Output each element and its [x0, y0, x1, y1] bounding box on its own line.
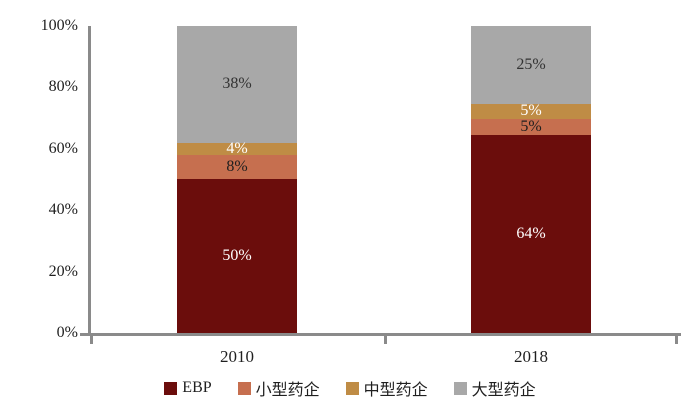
- legend-label: 小型药企: [255, 382, 320, 399]
- y-tick-label: 40%: [48, 201, 78, 219]
- y-tick-label: 60%: [48, 139, 78, 157]
- x-axis-line: [80, 333, 681, 336]
- bar-segment-小型药企: 8%: [177, 154, 297, 180]
- bar-segment-小型药企: 5%: [471, 117, 591, 135]
- y-tick-label: 20%: [48, 262, 78, 280]
- bar-segment-中型药企: 4%: [177, 139, 297, 157]
- legend-item-中型药企: 中型药企: [345, 376, 428, 400]
- bar-segment-label: 5%: [520, 102, 542, 120]
- stacked-bar-2010: 38% 4% 8% 50%: [177, 26, 297, 333]
- bar-segment-label: 38%: [222, 75, 252, 93]
- bar-segment-EBP: 64%: [471, 134, 591, 333]
- bar-segment-大型药企: 38%: [177, 26, 297, 143]
- category-label-2018: 2018: [514, 347, 548, 366]
- bar-segment-label: 8%: [226, 158, 248, 176]
- x-axis-tick: [675, 336, 678, 344]
- y-tick-label: 0%: [56, 324, 78, 341]
- x-axis-tick: [384, 336, 387, 344]
- legend: EBP 小型药企 中型药企 大型药企: [0, 376, 700, 400]
- y-tick-label: 100%: [40, 17, 78, 34]
- y-tick-label: 80%: [48, 78, 78, 96]
- x-axis-tick: [90, 336, 93, 344]
- bar-segment-大型药企: 25%: [471, 26, 591, 104]
- legend-label: EBP: [182, 379, 212, 396]
- legend-swatch-icon: [453, 381, 467, 395]
- bar-segment-label: 25%: [516, 55, 546, 73]
- legend-item-小型药企: 小型药企: [237, 376, 320, 400]
- bar-segment-EBP: 50%: [177, 179, 297, 333]
- bar-segment-label: 50%: [222, 247, 252, 265]
- bar-segment-label: 4%: [226, 139, 248, 157]
- legend-item-大型药企: 大型药企: [453, 376, 536, 400]
- legend-swatch-icon: [237, 381, 251, 395]
- legend-label: 中型药企: [363, 382, 428, 399]
- legend-label: 大型药企: [471, 382, 536, 399]
- bar-segment-label: 5%: [520, 117, 542, 135]
- legend-item-EBP: EBP: [164, 379, 212, 397]
- bar-segment-中型药企: 5%: [471, 102, 591, 120]
- bar-segment-label: 64%: [516, 224, 546, 242]
- y-axis-line: [88, 26, 91, 334]
- legend-swatch-icon: [164, 381, 178, 395]
- legend-swatch-icon: [345, 381, 359, 395]
- stacked-bar-2018: 25% 5% 5% 64%: [471, 26, 591, 333]
- category-label-2010: 2010: [220, 347, 254, 366]
